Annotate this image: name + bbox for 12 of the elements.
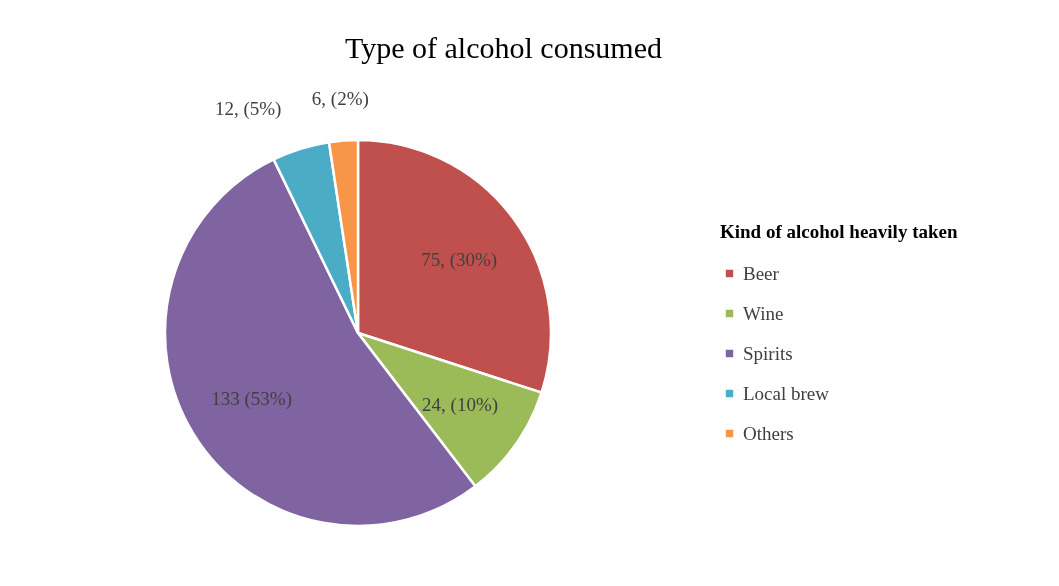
legend-label: Local brew — [743, 382, 830, 404]
legend-label: Others — [743, 422, 794, 444]
data-label: 6, (2%) — [311, 87, 369, 110]
legend-label: Beer — [743, 262, 780, 284]
data-label: 12, (5%) — [214, 97, 282, 120]
chart-title: Type of alcohol consumed — [345, 31, 662, 64]
data-label: 133 (53%) — [211, 387, 292, 410]
data-label: 24, (10%) — [422, 394, 499, 417]
data-label: 75, (30%) — [421, 248, 498, 271]
legend-label: Wine — [743, 302, 784, 324]
legend-title: Kind of alcohol heavily taken — [720, 221, 958, 242]
legend-label: Spirits — [743, 342, 793, 364]
